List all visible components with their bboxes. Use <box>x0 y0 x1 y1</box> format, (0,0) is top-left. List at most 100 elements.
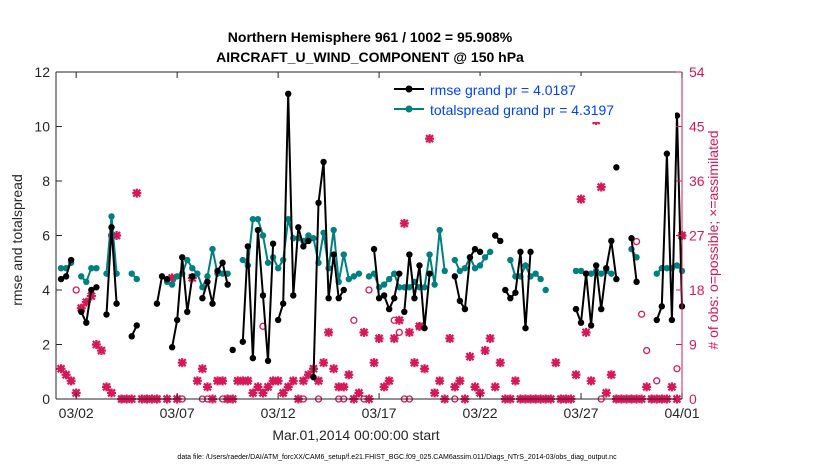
totalspread-point <box>57 265 65 272</box>
obs-assimilated-marker <box>303 370 313 380</box>
obs-assimilated-marker <box>253 382 263 392</box>
rmse-point <box>411 294 418 302</box>
rmse-point <box>426 270 433 277</box>
obs-assimilated-marker <box>192 376 202 386</box>
totalspread-point <box>391 270 398 277</box>
obs-assimilated-marker <box>238 376 248 386</box>
y-tick-right-label: 36 <box>689 173 705 189</box>
series-layer <box>57 90 686 381</box>
rmse-point <box>502 286 509 294</box>
obs-assimilated-marker <box>96 346 106 356</box>
totalspread-point <box>133 275 140 283</box>
obs-assimilated-marker <box>177 358 187 368</box>
rmse-point <box>658 303 666 310</box>
rmse-point <box>577 319 585 326</box>
totalspread-point <box>577 267 585 275</box>
x-tick-label: 03/07 <box>160 405 195 421</box>
y-tick-left-label: 0 <box>42 391 50 407</box>
totalspread-point <box>507 256 514 264</box>
rmse-point <box>274 316 282 324</box>
obs-assimilated-marker <box>420 364 430 374</box>
rmse-point <box>613 275 620 283</box>
totalspread-point <box>456 267 464 275</box>
rmse-point <box>93 284 100 291</box>
obs-assimilated-marker <box>475 388 485 398</box>
totalspread-point <box>168 281 176 288</box>
rmse-point <box>572 305 580 313</box>
rmse-point <box>163 275 171 283</box>
rmse-point <box>269 240 277 247</box>
rmse-point <box>168 344 176 351</box>
rmse-point <box>279 300 287 307</box>
plot-area <box>56 72 682 399</box>
totalspread-point <box>254 215 262 223</box>
rmse-point <box>522 324 529 332</box>
rmse-point <box>158 273 166 280</box>
obs-assimilated-marker <box>273 376 283 386</box>
rmse-point <box>335 294 342 302</box>
totalspread-point <box>406 284 413 291</box>
obs-assimilated-marker <box>399 218 409 228</box>
rmse-point <box>663 150 671 157</box>
totalspread-point <box>633 254 640 261</box>
rmse-point <box>471 245 479 253</box>
x-tick-label: 03/22 <box>463 405 498 421</box>
legend-rmse-label: rmse grand pr = 4.0187 <box>430 82 576 98</box>
totalspread-point <box>305 232 312 239</box>
rmse-point <box>476 248 484 256</box>
rmse-point <box>340 286 347 294</box>
totalspread-point <box>345 275 353 283</box>
rmse-point <box>62 273 70 280</box>
rmse-point <box>391 294 398 302</box>
rmse-point <box>370 245 378 253</box>
legend: rmse grand pr = 4.0187 totalspread grand… <box>390 76 675 122</box>
y-tick-left-label: 4 <box>42 282 50 298</box>
totalspread-point <box>365 273 373 280</box>
obs-assimilated-marker <box>132 188 142 198</box>
y-tick-right-label: 54 <box>689 64 705 80</box>
obs-assimilated-marker <box>329 364 339 374</box>
obs-assimilated-marker <box>435 376 445 386</box>
rmse-point <box>128 333 135 340</box>
obs-assimilated-marker <box>112 231 122 240</box>
totalspread-point <box>285 215 292 223</box>
rmse-point <box>88 286 95 294</box>
obs-assimilated-marker <box>248 388 258 398</box>
totalspread-point <box>249 215 257 223</box>
obs-possible-marker <box>395 328 403 337</box>
y-tick-right-label: 18 <box>689 282 705 298</box>
rmse-point <box>239 338 246 345</box>
y-tick-right-label: 9 <box>689 337 697 353</box>
x-tick-label: 03/12 <box>261 405 296 421</box>
obs-assimilated-marker <box>414 321 424 331</box>
totalspread-point <box>350 273 358 280</box>
rmse-point <box>492 232 499 239</box>
totalspread-point <box>204 273 211 280</box>
obs-assimilated-marker <box>374 333 384 343</box>
rmse-point <box>153 300 161 307</box>
rmse-point <box>330 251 337 258</box>
rmse-line-segment <box>403 254 431 329</box>
totalspread-point <box>421 284 428 291</box>
rmse-point <box>320 158 327 166</box>
rmse-point <box>653 316 660 324</box>
obs-assimilated-marker <box>283 382 293 392</box>
rmse-point <box>380 292 388 299</box>
chart-title-line2: AIRCRAFT_U_WIND_COMPONENT @ 150 hPa <box>216 49 524 65</box>
rmse-point <box>451 273 459 280</box>
obs-assimilated-marker <box>495 358 505 368</box>
totalspread-point <box>340 251 347 258</box>
totalspread-point <box>587 270 595 277</box>
chart-title-line1: Northern Hemisphere 961 / 1002 = 95.908% <box>228 29 513 45</box>
rmse-point <box>67 256 75 264</box>
obs-assimilated-marker <box>404 327 414 337</box>
y-tick-left-label: 12 <box>34 64 50 80</box>
obs-assimilated-marker <box>243 376 253 386</box>
obs-assimilated-marker <box>445 333 455 343</box>
totalspread-point <box>542 286 549 294</box>
tick-layer: 03/02 03/07 03/12 03/17 03/22 03/27 04/0102468… <box>34 64 704 421</box>
obs-assimilated-marker <box>425 134 435 144</box>
rmse-point <box>57 275 65 283</box>
obs-possible-marker <box>673 365 681 373</box>
obs-assimilated-marker <box>76 303 86 313</box>
